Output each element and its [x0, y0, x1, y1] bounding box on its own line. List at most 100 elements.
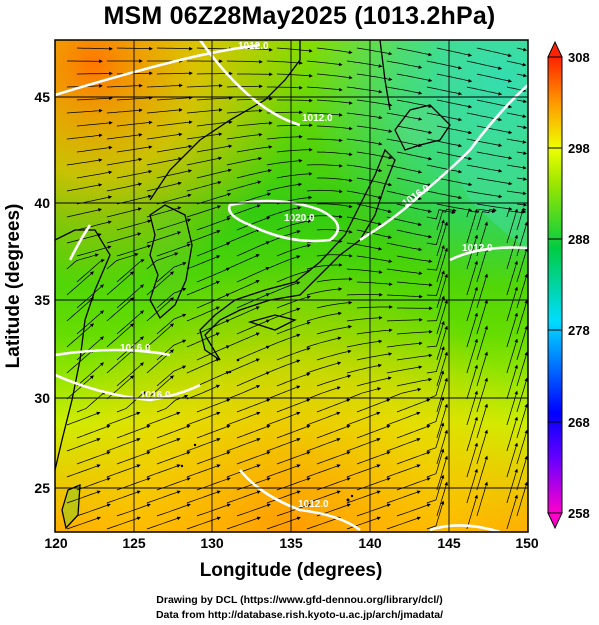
y-axis-label: Latitude (degrees): [3, 204, 24, 369]
streamline: [276, 243, 312, 257]
streamline: [346, 86, 383, 94]
streamline: [396, 281, 433, 287]
streamline: [276, 295, 311, 309]
streamline: [436, 151, 473, 161]
streamline: [66, 233, 102, 244]
streamline: [106, 297, 134, 322]
streamline: [306, 163, 343, 168]
streamline: [156, 313, 187, 335]
streamline: [196, 451, 231, 465]
streamline: [236, 293, 270, 309]
streamline: [66, 490, 101, 504]
streamline: [516, 455, 528, 491]
streamline: [276, 398, 311, 413]
streamline: [346, 387, 382, 400]
streamline: [356, 99, 393, 107]
streamline: [156, 46, 193, 51]
streamline: [156, 424, 191, 439]
streamline: [476, 351, 488, 387]
streamline: [466, 338, 478, 374]
streamline: [476, 429, 488, 465]
streamline: [346, 292, 383, 297]
streamline: [466, 468, 478, 504]
credit-line-drawing: Drawing by DCL (https://www.gfd-dennou.o…: [156, 594, 443, 606]
streamline: [426, 190, 463, 200]
streamline: [106, 464, 141, 478]
streamline: [436, 429, 448, 465]
streamline: [76, 259, 105, 283]
streamline: [386, 86, 423, 95]
streamline: [516, 47, 528, 52]
x-tick-label: 125: [122, 535, 146, 551]
streamline: [186, 132, 223, 140]
streamline: [516, 99, 528, 104]
streamline: [516, 273, 528, 309]
streamline: [186, 108, 223, 114]
streamline: [186, 464, 221, 478]
streamline: [476, 125, 513, 135]
streamline: [516, 221, 528, 257]
streamline: [236, 121, 273, 127]
streamline: [396, 451, 431, 465]
streamline: [466, 442, 478, 478]
colorbar-tick-label: 288: [568, 232, 590, 247]
temperature-field: 1012.0 1012.0 1020.0 1016.0 1012.0 1016.…: [55, 40, 528, 532]
streamline: [116, 310, 144, 335]
streamline: [76, 362, 104, 387]
streamline: [516, 151, 528, 155]
streamline: [316, 125, 353, 131]
streamline: [266, 182, 303, 192]
streamline: [146, 464, 181, 478]
streamline: [386, 317, 423, 322]
streamline: [346, 216, 383, 226]
streamline: [236, 424, 271, 439]
streamline: [196, 345, 230, 361]
streamline: [266, 490, 301, 504]
streamline: [506, 442, 518, 478]
streamline: [266, 359, 301, 374]
streamline: [396, 151, 433, 161]
streamline: [236, 345, 270, 361]
streamline: [436, 47, 473, 57]
streamline: [506, 112, 527, 118]
streamline: [306, 112, 343, 117]
streamline: [506, 468, 518, 504]
streamline: [306, 516, 341, 530]
streamline: [436, 203, 473, 212]
streamline: [116, 259, 145, 283]
streamline: [306, 60, 343, 67]
streamline: [516, 403, 528, 439]
streamline: [346, 315, 383, 322]
colorbar-tick-label: 268: [568, 415, 590, 430]
y-tick-label: 40: [34, 195, 50, 211]
streamline: [346, 464, 381, 478]
streamline: [516, 351, 528, 387]
streamline: [146, 490, 181, 504]
streamline: [266, 516, 301, 530]
streamline: [276, 503, 311, 517]
streamline: [146, 231, 182, 244]
streamline: [516, 299, 528, 335]
streamline: [386, 490, 421, 504]
streamline: [316, 424, 351, 439]
streamline: [426, 295, 445, 322]
streamline: [516, 325, 528, 361]
streamline: [66, 208, 103, 218]
streamline: [116, 424, 151, 439]
streamline: [516, 247, 528, 283]
streamline: [156, 218, 192, 231]
x-tick-label: 120: [44, 535, 68, 551]
streamline: [76, 96, 113, 101]
streamline: [356, 73, 393, 81]
streamline: [426, 474, 445, 504]
streamline: [506, 286, 518, 322]
streamline: [66, 297, 94, 322]
streamline: [316, 374, 352, 387]
streamline: [76, 451, 111, 465]
streamline: [276, 219, 312, 231]
streamline: [356, 305, 393, 309]
streamline: [266, 411, 301, 426]
streamline: [506, 416, 518, 452]
streamline: [316, 177, 353, 183]
streamline: [306, 336, 342, 348]
